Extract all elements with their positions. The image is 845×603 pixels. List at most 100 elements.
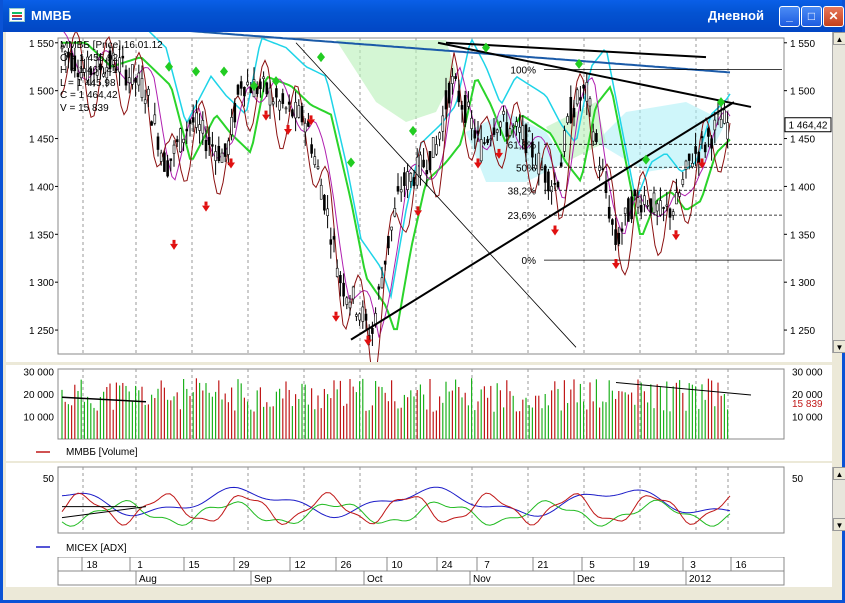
candle-body — [233, 102, 237, 123]
price-tick-label: 1 550 — [29, 39, 54, 50]
candle-body — [361, 306, 365, 322]
candle-body — [118, 57, 121, 73]
time-axis-chart: 18 1 15 29 12 26 10 24 7 21 5 19 3 16 Aug Sep Oct Nov Dec 2… — [57, 556, 785, 586]
adx-trendline — [61, 506, 147, 519]
candle-body — [211, 144, 214, 147]
buy-arrow-icon — [192, 66, 200, 77]
price-tick-label-right: 1 400 — [790, 182, 815, 193]
candle-body — [502, 110, 505, 115]
day-label: 3 — [690, 560, 696, 571]
candle-body — [703, 144, 707, 153]
cloud-area — [596, 102, 726, 172]
candle-body — [527, 130, 531, 133]
sell-arrow-icon — [495, 152, 503, 159]
buy-arrow-icon — [165, 61, 173, 72]
maximize-button[interactable]: □ — [801, 6, 822, 27]
adx-panel[interactable]: 50 50 MICEX [ADX] — [6, 463, 832, 557]
day-label: 12 — [294, 560, 306, 571]
sell-arrow-icon — [366, 335, 370, 340]
candle-body — [284, 107, 288, 110]
candle-body — [412, 177, 416, 187]
ma-upper-line — [61, 3, 731, 300]
candle-body — [710, 138, 713, 149]
candle-body — [124, 69, 128, 86]
candle-body — [582, 84, 585, 89]
sell-arrow-icon — [672, 234, 680, 241]
info-line: H = 1 467,41 — [60, 65, 118, 76]
minimize-button[interactable]: _ — [779, 6, 800, 27]
candle-body — [380, 277, 384, 289]
candle-body — [547, 171, 550, 192]
sell-arrow-icon — [612, 263, 620, 270]
sell-arrow-icon — [551, 229, 559, 236]
info-line: O = 1 455,92 — [60, 52, 119, 64]
candle-body — [700, 136, 704, 139]
candle-body — [636, 197, 640, 208]
candle-body — [694, 146, 697, 154]
candle-body — [86, 56, 89, 81]
sell-arrow-icon — [286, 124, 290, 129]
candle-body — [662, 207, 665, 209]
candle-body — [726, 122, 729, 140]
candle-body — [540, 167, 544, 170]
sell-arrow-icon — [674, 230, 678, 235]
sell-arrow-icon — [332, 315, 340, 322]
sell-arrow-icon — [476, 158, 480, 163]
adx-legend: MICEX [ADX] — [66, 543, 127, 554]
candle-body — [406, 171, 409, 190]
scroll-down-icon[interactable]: ▼ — [833, 518, 845, 531]
candle-body — [175, 139, 179, 143]
price-info-box: ММВБ [Price],16.01.12 O = 1 455,92 H = 1… — [60, 40, 163, 115]
candle-body — [470, 117, 473, 129]
candle-body — [598, 165, 601, 171]
price-scrollbar[interactable]: ▲ ▼ — [832, 32, 845, 353]
fib-level-label: 50% — [516, 163, 536, 174]
candle-body — [147, 88, 150, 96]
candle-body — [198, 124, 201, 131]
candle-body — [719, 118, 723, 128]
resistance-trendline — [437, 41, 752, 108]
scroll-up-icon[interactable]: ▲ — [833, 32, 845, 45]
volume-tick-label: 10 000 — [23, 412, 54, 423]
price-panel[interactable]: 1 550 1 550 1 500 1 500 1 450 1 450 1 400 1 400… — [6, 3, 832, 383]
sell-arrow-icon — [229, 158, 233, 163]
candle-body — [166, 160, 169, 177]
month-label: Sep — [254, 574, 272, 585]
volume-panel[interactable]: 30 000 30 000 20 000 20 000 10 000 10 000 15 8… — [6, 365, 832, 461]
timeframe-label: Дневной — [707, 8, 764, 23]
candle-body — [614, 229, 617, 245]
close-button[interactable]: ✕ — [823, 6, 844, 27]
candle-body — [83, 68, 86, 73]
scroll-down-icon[interactable]: ▼ — [833, 340, 845, 353]
current-price-box — [784, 117, 832, 133]
sell-arrow-icon — [172, 239, 176, 244]
candle-body — [159, 152, 163, 162]
title-bar[interactable]: ММВБ Дневной _ □ ✕ — [3, 0, 844, 32]
price-tick-label-right: 1 250 — [790, 326, 815, 337]
candle-body — [492, 127, 496, 135]
sell-arrow-icon — [284, 128, 292, 135]
candle-body — [111, 52, 115, 65]
candle-body — [435, 144, 438, 155]
sell-arrow-icon — [227, 162, 235, 169]
sell-arrow-icon — [204, 201, 208, 206]
adx-scrollbar[interactable]: ▲ ▼ — [832, 467, 845, 531]
candle-body — [217, 145, 221, 162]
window-title: ММВБ — [31, 8, 72, 23]
candle-body — [243, 86, 246, 97]
candle-body — [684, 160, 688, 170]
candle-body — [499, 121, 502, 128]
candle-body — [524, 124, 528, 154]
candle-body — [339, 275, 342, 284]
scroll-up-icon[interactable]: ▲ — [833, 467, 845, 480]
candle-body — [153, 114, 157, 124]
candle-body — [76, 72, 80, 78]
sell-arrow-icon — [553, 225, 557, 230]
candle-body — [428, 151, 432, 171]
candle-body — [601, 168, 605, 170]
candle-body — [227, 140, 230, 155]
sell-arrow-icon — [264, 110, 268, 115]
candle-body — [390, 226, 393, 231]
volume-tick-label-right: 20 000 — [792, 390, 823, 401]
candle-body — [127, 77, 131, 84]
